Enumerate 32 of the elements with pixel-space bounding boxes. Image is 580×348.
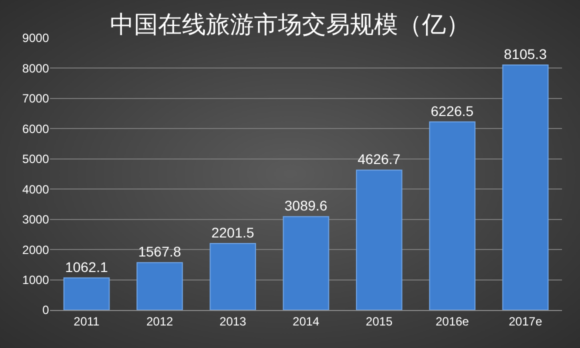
bar [502,64,549,310]
bar [356,170,402,310]
y-tick-label: 2000 [22,242,50,257]
bar [282,216,330,310]
y-tick-label: 4000 [22,182,50,196]
x-tick-label: 2012 [146,314,174,328]
y-tick-label: 8000 [22,61,50,76]
y-tick-label: 0 [42,303,50,318]
data-label: 1062.1 [65,258,108,275]
bar [210,242,256,310]
x-tick-label: 2011 [74,314,100,328]
data-label: 4626.7 [358,151,401,168]
data-label: 6226.5 [430,102,474,119]
bar [63,277,110,310]
x-tick-label: 2013 [220,314,247,328]
x-tick-label: 2017e [508,314,542,328]
x-tick-label: 2014 [292,314,320,328]
y-tick-label: 7000 [22,92,50,106]
x-tick-label: 2015 [366,314,393,328]
y-tick-label: 9000 [22,31,50,46]
y-tick-label: 6000 [22,122,50,136]
y-tick-label: 1000 [22,272,50,287]
data-label: 1567.8 [138,244,182,260]
bar [429,121,476,310]
data-label: 2201.5 [211,224,254,240]
y-tick-label: 5000 [22,152,50,166]
y-tick-label: 3000 [22,212,50,227]
data-label: 8105.3 [504,46,547,62]
data-label: 3089.6 [284,198,328,214]
x-tick-label: 2016e [436,314,470,328]
chart-title: 中国在线旅游市场交易规模（亿） [110,10,470,38]
bar [136,262,183,310]
